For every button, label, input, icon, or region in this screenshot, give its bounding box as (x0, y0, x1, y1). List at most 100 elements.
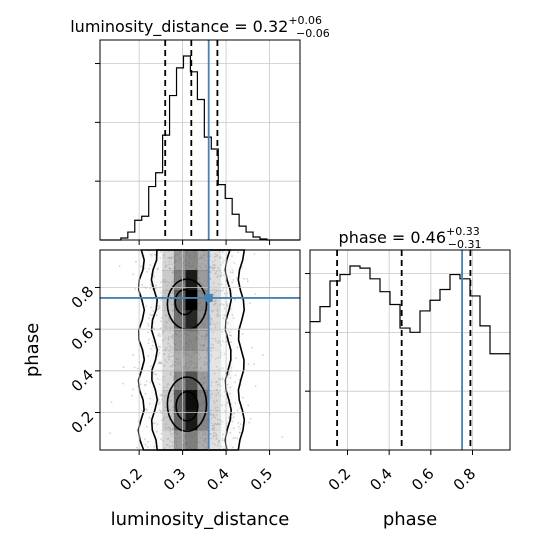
scatter-point (150, 365, 152, 368)
scatter-point (165, 361, 168, 363)
scatter-point (221, 289, 224, 292)
scatter-point (146, 425, 148, 428)
scatter-point (209, 413, 212, 415)
scatter-point (223, 307, 226, 310)
scatter-point (219, 395, 222, 397)
density-cell (208, 330, 221, 351)
scatter-point (149, 397, 152, 400)
scatter-point (217, 283, 220, 286)
scatter-point (110, 401, 113, 403)
scatter-point (212, 428, 215, 430)
scatter-point (210, 384, 213, 387)
hist1-frame (99, 39, 301, 241)
density-cell (173, 250, 187, 271)
scatter-point (169, 365, 172, 368)
scatter-point (169, 373, 172, 375)
scatter-point (168, 445, 171, 448)
scatter-point (157, 308, 159, 311)
scatter-point (227, 416, 230, 419)
scatter-point (167, 257, 169, 259)
scatter-point (157, 403, 160, 406)
scatter-point (218, 256, 221, 259)
scatter-point (209, 278, 212, 281)
scatter-point (210, 433, 213, 435)
scatter-point (154, 373, 157, 376)
scatter-point (150, 306, 152, 309)
hist2-x-tick-label: 0.2 (325, 465, 355, 495)
scatter-point (218, 383, 220, 386)
scatter-point (164, 337, 167, 339)
axes-frames (99, 39, 511, 451)
scatter-point (231, 269, 234, 272)
density-cell (162, 270, 175, 291)
scatter-point (221, 331, 224, 333)
scatter-point (211, 428, 214, 430)
scatter-point (231, 281, 234, 284)
scatter-point (246, 280, 249, 283)
scatter-point (223, 274, 225, 276)
scatter-point (212, 435, 215, 438)
scatter-point (160, 393, 163, 396)
hist1-title: luminosity_distance = 0.32+0.06 −0.06 (70, 14, 330, 40)
scatter-point (170, 337, 173, 340)
scatter-point (144, 392, 147, 395)
scatter-point (220, 344, 222, 347)
scatter-point (219, 354, 222, 356)
scatter-point (262, 354, 264, 357)
scatter-point (216, 406, 219, 409)
scatter-point (213, 423, 216, 426)
scatter-point (216, 380, 218, 383)
density-cell (231, 290, 245, 311)
scatter-point (153, 276, 156, 278)
scatter-point (217, 274, 220, 277)
scatter-point (221, 261, 224, 264)
scatter-point (210, 437, 212, 440)
scatter-point (171, 365, 174, 368)
scatter-point (214, 416, 216, 419)
scatter-point (219, 423, 222, 426)
scatter-point (229, 376, 232, 379)
density-cell (208, 310, 221, 331)
scatter-point (147, 322, 149, 325)
scatter-point (215, 272, 217, 275)
scatter-point (210, 409, 213, 412)
scatter-point (210, 422, 213, 425)
truth-marker (204, 293, 213, 302)
scatter-point (143, 267, 146, 270)
scatter-point (216, 308, 219, 310)
scatter-point (213, 281, 215, 284)
x-axis-label-luminosity-distance: luminosity_distance (111, 509, 290, 530)
density-cell (197, 310, 210, 331)
scatter-point (215, 438, 218, 441)
density-x-tick-label: 0.3 (160, 465, 190, 495)
scatter-point (170, 351, 173, 354)
scatter-point (223, 447, 226, 450)
scatter-point (247, 363, 250, 365)
scatter-point (230, 334, 233, 337)
scatter-point (220, 264, 222, 266)
density-cell (185, 430, 198, 451)
scatter-point (160, 432, 163, 435)
scatter-point (164, 265, 167, 268)
scatter-point (216, 254, 219, 257)
scatter-point (221, 378, 224, 381)
scatter-point (170, 374, 173, 376)
scatter-point (224, 409, 227, 412)
scatter-point (214, 337, 217, 340)
scatter-point (212, 288, 215, 291)
scatter-point (214, 264, 216, 267)
scatter-point (168, 256, 170, 259)
density-cell (139, 350, 152, 371)
scatter-point (242, 396, 245, 399)
scatter-point (216, 313, 219, 316)
density-cell (197, 430, 210, 451)
scatter-point (149, 287, 151, 290)
scatter-point (212, 344, 214, 347)
scatter-point (218, 440, 220, 442)
scatter-point (163, 353, 166, 355)
density-cell (139, 270, 152, 291)
scatter-point (218, 250, 221, 253)
scatter-point (211, 442, 214, 445)
scatter-point (236, 437, 239, 440)
density-cell (197, 350, 210, 371)
